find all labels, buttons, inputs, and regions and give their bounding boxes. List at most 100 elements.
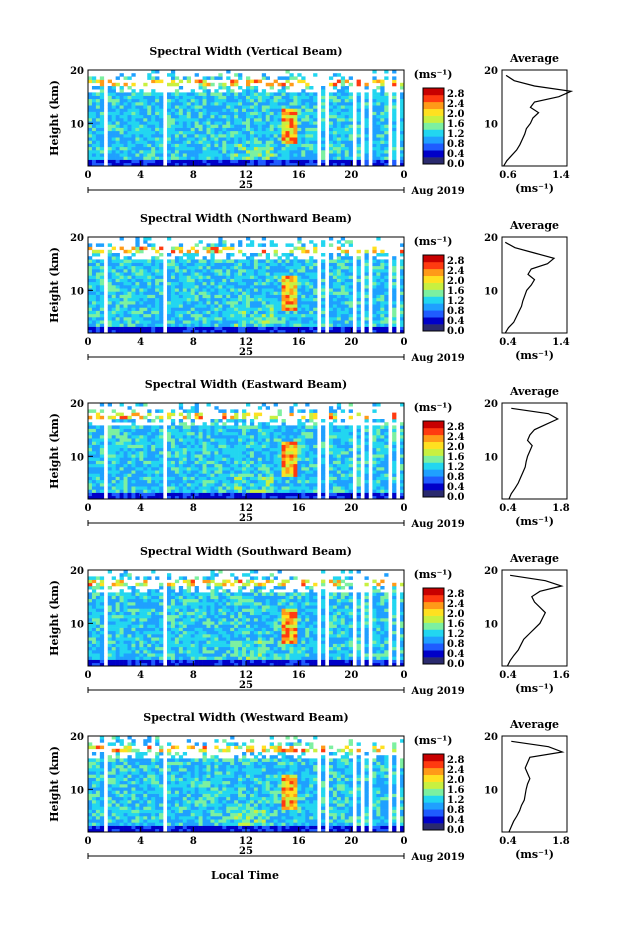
heatmap-cell (274, 156, 278, 160)
heatmap-cell (349, 454, 353, 458)
heatmap-cell (333, 140, 337, 144)
heatmap-cell (246, 298, 250, 302)
heatmap-cell (349, 470, 353, 474)
heatmap-cell (124, 134, 128, 138)
heatmap-cell (345, 470, 349, 474)
heatmap-cell (337, 240, 341, 244)
heatmap-cell (384, 454, 388, 458)
heatmap-cell (258, 160, 262, 164)
heatmap-cell (230, 285, 234, 289)
heatmap-cell (171, 266, 175, 270)
heatmap-cell (250, 140, 254, 144)
heatmap-cell (286, 124, 290, 128)
heatmap-cell (143, 493, 147, 497)
heatmap-cell (167, 153, 171, 157)
heatmap-cell (297, 320, 301, 324)
heatmap-cell (210, 131, 214, 135)
heatmap-cell (195, 99, 199, 103)
heatmap-cell (270, 291, 274, 295)
heatmap-cell (179, 279, 183, 283)
heatmap-cell (92, 118, 96, 122)
heatmap-cell (250, 457, 254, 461)
heatmap-cell (222, 118, 226, 122)
heatmap-cell (333, 147, 337, 151)
heatmap-cell (297, 134, 301, 138)
heatmap-cell (214, 96, 218, 100)
heatmap-cell (289, 486, 293, 490)
heatmap-cell (214, 486, 218, 490)
heatmap-cell (380, 311, 384, 315)
heatmap-cell (191, 153, 195, 157)
heatmap-cell (254, 102, 258, 106)
heatmap-cell (143, 470, 147, 474)
heatmap-cell (139, 317, 143, 321)
heatmap-cell (262, 461, 266, 465)
heatmap-cell (282, 464, 286, 468)
heatmap-cell (262, 250, 266, 254)
heatmap-cell (357, 489, 361, 493)
heatmap-cell (250, 275, 254, 279)
heatmap-cell (301, 295, 305, 299)
heatmap-cell (108, 112, 112, 116)
heatmap-cell (207, 247, 211, 251)
heatmap-cell (289, 457, 293, 461)
heatmap-cell (92, 144, 96, 148)
heatmap-cell (199, 156, 203, 160)
heatmap-cell (278, 83, 282, 87)
heatmap-cell (147, 473, 151, 477)
heatmap-cell (234, 153, 238, 157)
heatmap-cell (143, 240, 147, 244)
heatmap-cell (372, 266, 376, 270)
heatmap-cell (147, 137, 151, 141)
heatmap-cell (187, 461, 191, 465)
heatmap-cell (131, 448, 135, 452)
heatmap-cell (349, 118, 353, 122)
heatmap-cell (384, 76, 388, 80)
heatmap-cell (337, 285, 341, 289)
heatmap-cell (345, 144, 349, 148)
heatmap-cell (329, 105, 333, 109)
heatmap-cell (282, 448, 286, 452)
heatmap-cell (392, 464, 396, 468)
heatmap-cell (270, 493, 274, 497)
heatmap-cell (124, 96, 128, 100)
heatmap-cell (266, 147, 270, 151)
heatmap-cell (226, 124, 230, 128)
heatmap-cell (333, 457, 337, 461)
heatmap-cell (313, 102, 317, 106)
heatmap-cell (175, 156, 179, 160)
heatmap-cell (293, 301, 297, 305)
heatmap-cell (341, 105, 345, 109)
heatmap-cell (226, 108, 230, 112)
heatmap-cell (143, 99, 147, 103)
heatmap-cell (131, 493, 135, 497)
heatmap-cell (108, 445, 112, 449)
heatmap-cell (278, 461, 282, 465)
heatmap-cell (147, 150, 151, 154)
heatmap-cell (349, 115, 353, 119)
heatmap-cell (376, 314, 380, 318)
heatmap-cell (309, 263, 313, 267)
heatmap-cell (100, 96, 104, 100)
heatmap-cell (357, 153, 361, 157)
heatmap-cell (187, 156, 191, 160)
heatmap-cell (195, 153, 199, 157)
heatmap-cell (175, 137, 179, 141)
heatmap-cell (321, 323, 325, 327)
heatmap-cell (179, 131, 183, 135)
heatmap-cell (226, 150, 230, 154)
heatmap-cell (246, 291, 250, 295)
heatmap-cell (199, 92, 203, 96)
heatmap-cell (171, 311, 175, 315)
heatmap-cell (135, 454, 139, 458)
heatmap-cell (262, 131, 266, 135)
heatmap-cell (116, 457, 120, 461)
heatmap-cell (88, 317, 92, 321)
heatmap-cell (143, 128, 147, 132)
heatmap-cell (207, 314, 211, 318)
heatmap-cell (384, 144, 388, 148)
heatmap-cell (120, 448, 124, 452)
heatmap-cell (357, 275, 361, 279)
heatmap-cell (242, 153, 246, 157)
heatmap-cell (329, 279, 333, 283)
